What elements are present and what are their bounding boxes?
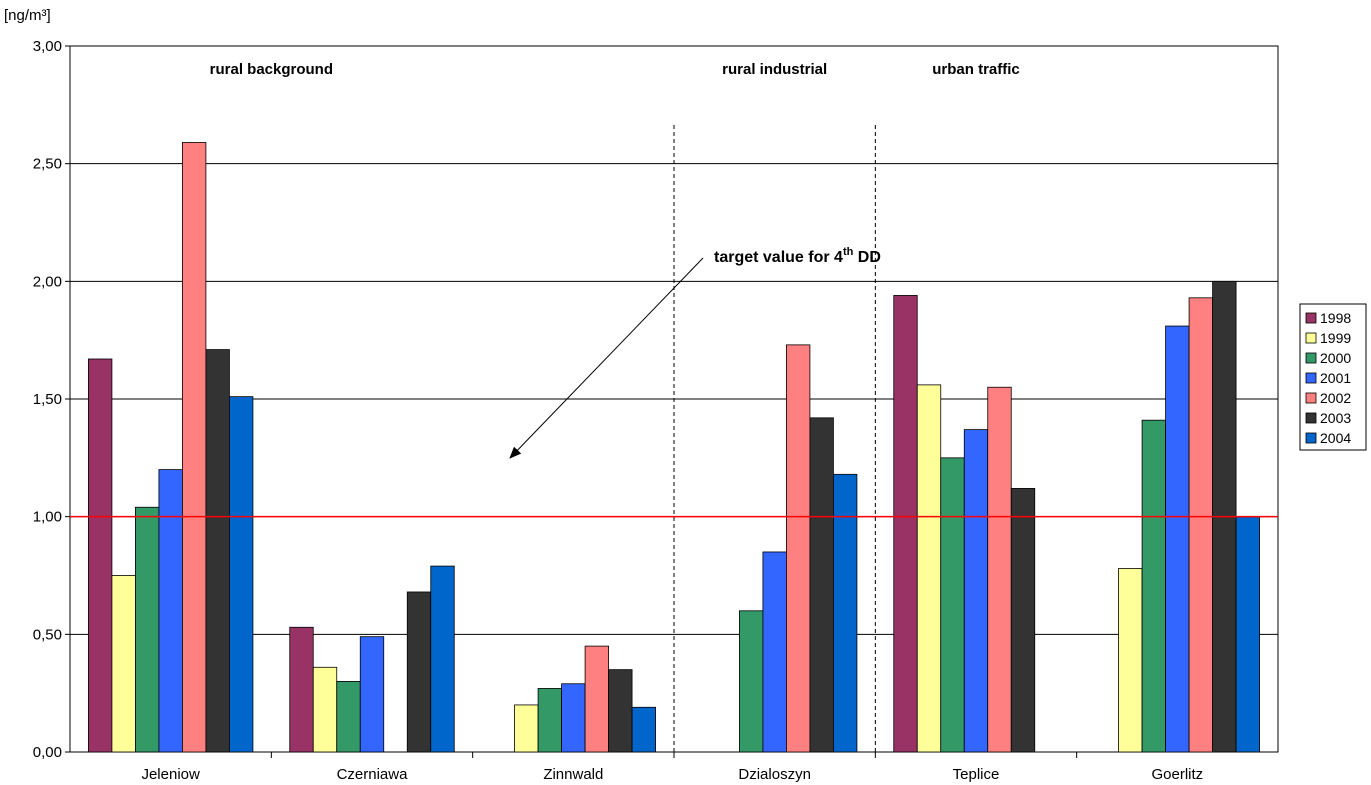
bar-2004	[229, 396, 254, 753]
bar-2003	[809, 417, 834, 753]
x-category-label: Goerlitz	[1151, 766, 1203, 783]
legend-label: 2000	[1320, 350, 1351, 366]
legend-swatch	[1305, 412, 1317, 424]
bar-2004	[1235, 516, 1260, 753]
bar-2002	[987, 386, 1012, 753]
legend-swatch	[1305, 372, 1317, 384]
bar-2000	[135, 506, 160, 753]
bar-2001	[762, 551, 787, 753]
bar-2000	[537, 688, 562, 753]
annotation-text: target value for 4th DD	[714, 246, 881, 266]
bar-2002	[182, 142, 207, 753]
legend-swatch	[1305, 312, 1317, 324]
legend-swatch	[1305, 392, 1317, 404]
bar-1999	[1118, 568, 1143, 753]
legend-label: 2004	[1320, 430, 1351, 446]
legend-label: 2002	[1320, 390, 1351, 406]
bar-1998	[88, 358, 113, 753]
bar-1998	[289, 626, 314, 753]
bar-2000	[940, 457, 965, 753]
legend-label: 1999	[1320, 330, 1351, 346]
bar-2003	[608, 669, 633, 753]
bar-2002	[1188, 297, 1213, 753]
y-tick-label: 0,50	[33, 626, 62, 643]
x-category-label: Dzialoszyn	[738, 766, 811, 783]
bar-2001	[963, 429, 989, 753]
bar-2003	[205, 349, 230, 753]
x-category-label: Czerniawa	[337, 766, 409, 783]
bar-2004	[430, 565, 455, 753]
bar-1999	[514, 704, 539, 753]
region-label: urban traffic	[932, 61, 1020, 78]
bar-2000	[739, 610, 764, 753]
region-label: rural background	[210, 61, 333, 78]
bar-2004	[833, 473, 858, 753]
x-category-label: Teplice	[953, 766, 1000, 783]
y-tick-label: 2,00	[33, 273, 62, 290]
x-category-label: Jeleniow	[141, 766, 200, 783]
legend-swatch	[1305, 432, 1317, 444]
bar-2002	[786, 344, 811, 753]
bar-2000	[1141, 419, 1166, 753]
legend-label: 1998	[1320, 310, 1351, 326]
legend-swatch	[1305, 332, 1317, 344]
legend-label: 2001	[1320, 370, 1351, 386]
y-tick-label: 2,50	[33, 156, 62, 173]
y-tick-label: 1,00	[33, 509, 62, 526]
bar-1998	[893, 295, 918, 753]
annotation-arrow	[509, 257, 704, 459]
bar-1999	[312, 666, 338, 753]
bar-2003	[406, 591, 432, 753]
bar-2003	[1010, 488, 1036, 753]
y-axis-label: [ng/m³]	[4, 7, 51, 24]
bar-1999	[111, 575, 136, 753]
legend-swatch	[1305, 352, 1317, 364]
bar-2001	[1165, 325, 1190, 753]
bar-2001	[158, 469, 183, 753]
y-tick-label: 3,00	[33, 38, 62, 55]
bar-2000	[336, 681, 361, 753]
y-tick-label: 0,00	[33, 744, 62, 761]
x-category-label: Zinnwald	[543, 766, 603, 783]
legend-label: 2003	[1320, 410, 1351, 426]
bar-2004	[631, 706, 656, 753]
bar-2002	[584, 645, 609, 753]
region-label: rural industrial	[722, 61, 827, 78]
bar-2001	[561, 683, 586, 753]
y-tick-label: 1,50	[33, 391, 62, 408]
bar-2001	[359, 636, 385, 753]
bar-1999	[916, 384, 942, 753]
